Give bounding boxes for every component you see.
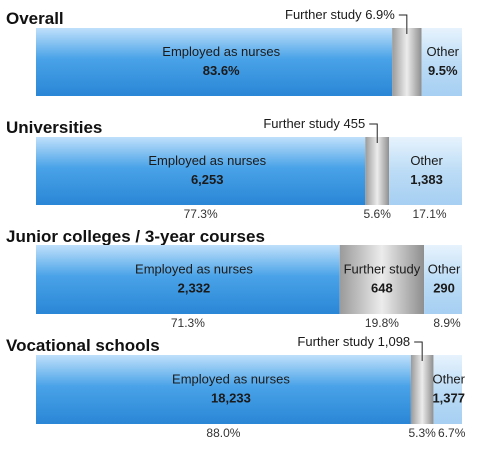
pct-further-study: 5.3% — [408, 426, 436, 440]
label-employed: Employed as nurses — [162, 44, 280, 59]
bar-employed — [36, 28, 393, 96]
value-other: 290 — [433, 281, 455, 296]
bar-employed — [36, 355, 411, 424]
bar-employed — [36, 245, 340, 314]
label-other: Other — [427, 44, 460, 59]
label-further-study: Further study 1,098 — [297, 334, 410, 349]
bar-other — [389, 137, 462, 205]
pct-further-study: 19.8% — [365, 316, 399, 330]
bar-employed — [36, 137, 366, 205]
pct-employed: 71.3% — [171, 316, 205, 330]
value-other: 1,377 — [432, 391, 465, 406]
label-employed: Employed as nurses — [148, 153, 266, 168]
bar-other — [421, 28, 462, 96]
label-other: Other — [432, 372, 465, 387]
value-employed: 18,233 — [211, 391, 251, 406]
label-further-study: Further study — [344, 262, 421, 277]
bar-further-study — [410, 355, 434, 424]
pct-other: 8.9% — [433, 316, 461, 330]
label-employed: Employed as nurses — [135, 262, 253, 277]
bar-other — [433, 355, 462, 424]
label-employed: Employed as nurses — [172, 372, 290, 387]
value-further-study: 648 — [371, 281, 393, 296]
label-other: Other — [410, 153, 443, 168]
panel-title: Junior colleges / 3-year courses — [6, 227, 265, 246]
value-employed: 83.6% — [203, 63, 240, 78]
pct-further-study: 5.6% — [364, 207, 392, 221]
label-other: Other — [428, 262, 461, 277]
value-other: 1,383 — [410, 172, 443, 187]
pct-employed: 88.0% — [206, 426, 240, 440]
pct-other: 6.7% — [438, 426, 466, 440]
bar-further-study — [339, 245, 425, 314]
label-further-study: Further study 6.9% — [285, 7, 395, 22]
leader-line — [398, 14, 408, 34]
label-further-study: Further study 455 — [263, 116, 365, 131]
panel-title: Vocational schools — [6, 336, 160, 355]
pct-other: 17.1% — [413, 207, 447, 221]
value-other: 9.5% — [428, 63, 458, 78]
panel-title: Overall — [6, 9, 64, 28]
bar-further-study — [392, 28, 422, 96]
bar-further-study — [365, 137, 390, 205]
value-employed: 6,253 — [191, 172, 224, 187]
value-employed: 2,332 — [178, 281, 211, 296]
leader-line — [414, 341, 423, 361]
leader-line — [369, 123, 378, 143]
bar-other — [424, 245, 462, 314]
pct-employed: 77.3% — [184, 207, 218, 221]
panel-title: Universities — [6, 118, 102, 137]
